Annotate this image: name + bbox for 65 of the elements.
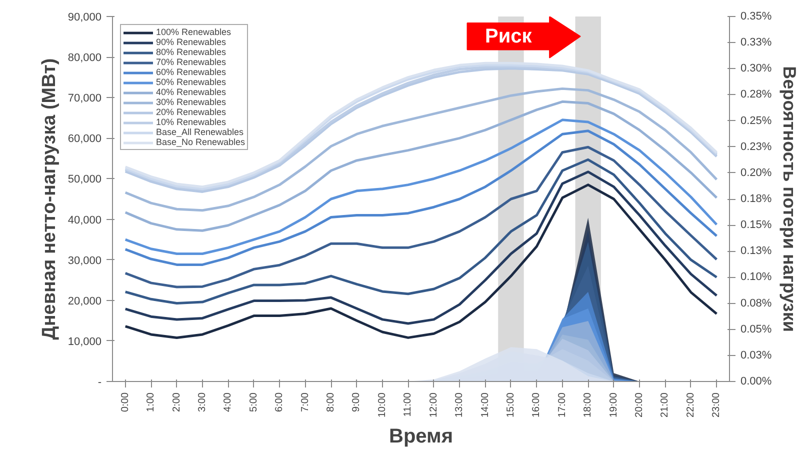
legend-label: 50% Renewables [156, 77, 226, 87]
y-tick-label: 60,000 [68, 133, 102, 146]
x-tick-label: 8:00 [326, 392, 337, 412]
y2-tick-label: 0.05% [740, 323, 772, 336]
x-tick-label: 11:00 [402, 392, 414, 417]
y2-tick-label: 0.15% [740, 219, 772, 232]
x-tick-label: 15:00 [505, 392, 516, 418]
y-tick-label: 70,000 [68, 92, 102, 105]
y2-tick-label: 0.20% [740, 166, 772, 179]
x-tick-label: 10:00 [376, 392, 388, 418]
y2-tick-label: 0.08% [740, 297, 772, 310]
x-tick-label: 7:00 [300, 392, 311, 412]
y-axis-title: Дневная нетто-нагрузка (МВт) [38, 58, 60, 340]
x-tick-label: 4:00 [222, 392, 234, 412]
y-tick-label: 30,000 [68, 254, 102, 267]
y2-tick-label: 0.18% [740, 193, 772, 205]
y2-tick-label: 0.28% [740, 88, 772, 101]
x-tick-label: 6:00 [274, 392, 286, 412]
legend-label: 90% Renewables [156, 37, 226, 47]
x-tick-label: 1:00 [146, 392, 157, 412]
y2-tick-label: 0.13% [740, 245, 772, 258]
y-tick-label: 40,000 [68, 214, 102, 226]
x-tick-label: 20:00 [634, 392, 646, 418]
legend-label: 80% Renewables [156, 47, 226, 57]
y-tick-label: 50,000 [68, 174, 102, 186]
x-axis-title: Время [389, 426, 453, 448]
x-tick-label: 9:00 [351, 392, 362, 412]
x-tick-label: 5:00 [248, 392, 260, 412]
x-tick-label: 18:00 [582, 392, 594, 418]
x-tick-label: 3:00 [196, 392, 208, 412]
x-tick-label: 0:00 [120, 392, 131, 412]
x-tick-label: 14:00 [480, 392, 491, 418]
y-tick-label: 80,000 [68, 52, 102, 64]
annotation: Риск [485, 25, 533, 48]
y2-tick-label: 0.33% [740, 36, 772, 49]
x-tick-label: 17:00 [556, 392, 568, 418]
x-tick-label: 12:00 [428, 392, 440, 418]
legend-label: 30% Renewables [156, 97, 226, 107]
y-tick-label: 10,000 [68, 336, 102, 348]
y2-axis-title: Вероятность потери нагрузки [780, 66, 800, 332]
x-tick-label: 23:00 [711, 392, 722, 418]
legend-label: 20% Renewables [156, 107, 226, 117]
x-tick-label: 21:00 [660, 392, 671, 418]
y2-tick-label: 0.30% [740, 62, 772, 75]
legend-label: Base_No Renewables [156, 137, 246, 147]
x-tick-label: 13:00 [454, 392, 466, 418]
legend-label: Base_All Renewables [156, 127, 244, 137]
y2-tick-label: 0.25% [740, 114, 772, 127]
y2-tick-label: 0.35% [740, 10, 772, 22]
y2-tick-label: 0.10% [740, 271, 772, 284]
x-tick-label: 19:00 [608, 392, 620, 418]
y2-tick-label: 0.03% [740, 349, 772, 362]
y-tick-label: 20,000 [68, 295, 102, 308]
x-tick-label: 2:00 [171, 392, 182, 412]
legend-label: 60% Renewables [156, 67, 226, 77]
y-tick-label: - [98, 376, 102, 388]
x-tick-label: 16:00 [531, 392, 542, 418]
legend-label: 10% Renewables [156, 117, 226, 127]
y-tick-label: 90,000 [68, 12, 102, 24]
y2-tick-label: 0.23% [740, 140, 772, 153]
y2-tick-label: 0.00% [740, 376, 772, 388]
legend-label: 100% Renewables [156, 27, 232, 37]
legend-label: 70% Renewables [156, 57, 226, 67]
legend-label: 40% Renewables [156, 87, 226, 97]
x-tick-label: 22:00 [685, 392, 696, 418]
